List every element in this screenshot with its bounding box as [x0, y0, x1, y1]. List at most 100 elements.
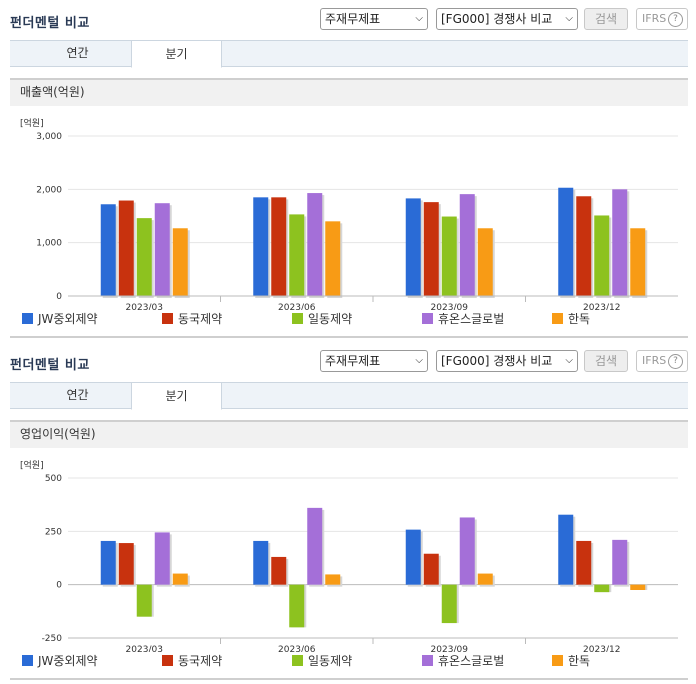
tab-quarterly[interactable]: 분기: [131, 40, 222, 68]
x-tick-label: 2023/06: [278, 645, 316, 652]
y-tick-label: 3,000: [36, 132, 62, 142]
bar: [594, 215, 610, 296]
tab-annual[interactable]: 연간: [66, 388, 89, 402]
bar: [405, 529, 421, 585]
y-axis-unit: [억원]: [20, 117, 44, 129]
x-tick-label: 2023/06: [278, 303, 316, 310]
legend-label: 휴온스글로벌: [438, 312, 505, 326]
bar: [118, 200, 134, 296]
legend-item[interactable]: 휴온스글로벌: [422, 312, 504, 326]
panel-title: 펀더멘털 비교: [10, 358, 90, 373]
search-button[interactable]: 검색: [584, 8, 628, 30]
bar: [154, 532, 170, 585]
legend-label: JW중외제약: [38, 312, 98, 326]
bar: [325, 221, 341, 296]
bar: [612, 189, 628, 296]
ifrs-button[interactable]: IFRS ?: [636, 8, 688, 30]
bar: [289, 584, 305, 628]
chart-legend: JW중외제약 동국제약 일동제약 휴온스글로벌 한독: [22, 654, 682, 670]
bar: [325, 574, 341, 585]
peer-select-value: [FG000] 경쟁사 비교: [441, 354, 553, 368]
legend-label: 일동제약: [308, 654, 353, 668]
bar: [441, 584, 457, 624]
bar: [118, 543, 134, 585]
legend-swatch: [552, 313, 563, 324]
legend-label: 휴온스글로벌: [438, 654, 505, 668]
y-tick-label: 0: [56, 581, 62, 591]
bar: [307, 507, 323, 585]
peer-select[interactable]: [FG000] 경쟁사 비교 ⌵: [436, 350, 578, 372]
y-tick-label: 250: [45, 527, 62, 537]
bar: [558, 514, 574, 585]
y-tick-label: 1,000: [36, 239, 62, 249]
bar: [253, 540, 269, 585]
tab-annual[interactable]: 연간: [66, 46, 89, 60]
legend-swatch: [22, 655, 33, 666]
panel-header: 펀더멘털 비교 주재무제표 ⌵ [FG000] 경쟁사 비교 ⌵ 검색 IFRS…: [0, 342, 696, 380]
chevron-down-icon: ⌵: [415, 355, 423, 366]
period-tabs: 연간 분기: [10, 40, 688, 68]
y-tick-label: 500: [45, 474, 62, 484]
bar: [594, 584, 610, 593]
y-tick-label: 2,000: [36, 185, 62, 195]
chart-section-title: 매출액(억원): [10, 78, 688, 106]
legend-item[interactable]: 동국제약: [162, 312, 222, 326]
bar: [100, 540, 116, 585]
peer-select[interactable]: [FG000] 경쟁사 비교 ⌵: [436, 8, 578, 30]
chevron-down-icon: ⌵: [565, 355, 573, 366]
chevron-down-icon: ⌵: [415, 13, 423, 24]
legend-item[interactable]: 동국제약: [162, 654, 222, 668]
legend-item[interactable]: 한독: [552, 654, 590, 668]
legend-swatch: [22, 313, 33, 324]
x-tick-label: 2023/09: [431, 645, 469, 652]
tab-quarterly[interactable]: 분기: [131, 382, 222, 410]
legend-label: 한독: [568, 654, 591, 668]
x-tick-label: 2023/12: [583, 645, 620, 652]
bar: [172, 228, 188, 296]
legend-label: 동국제약: [178, 312, 223, 326]
bar: [423, 553, 439, 585]
ifrs-button[interactable]: IFRS ?: [636, 350, 688, 372]
legend-swatch: [292, 313, 303, 324]
legend-label: 일동제약: [308, 312, 353, 326]
legend-swatch: [292, 655, 303, 666]
y-axis-unit: [억원]: [20, 459, 44, 471]
ifrs-label: IFRS: [642, 354, 667, 367]
search-button[interactable]: 검색: [584, 350, 628, 372]
legend-swatch: [162, 655, 173, 666]
ifrs-label: IFRS: [642, 12, 667, 25]
statement-select[interactable]: 주재무제표 ⌵: [320, 350, 428, 372]
bar: [630, 228, 646, 296]
help-icon[interactable]: ?: [668, 354, 683, 369]
bar: [271, 556, 287, 585]
chart-section-title: 영업이익(억원): [10, 420, 688, 448]
help-icon[interactable]: ?: [668, 12, 683, 27]
legend-item[interactable]: JW중외제약: [22, 654, 98, 668]
legend-item[interactable]: 일동제약: [292, 654, 352, 668]
legend-swatch: [552, 655, 563, 666]
statement-select[interactable]: 주재무제표 ⌵: [320, 8, 428, 30]
bar: [423, 202, 439, 296]
bar: [459, 194, 475, 296]
bar: [172, 573, 188, 585]
fundamental-panel-operating-profit: 펀더멘털 비교 주재무제표 ⌵ [FG000] 경쟁사 비교 ⌵ 검색 IFRS…: [0, 342, 696, 684]
y-tick-label: -250: [42, 634, 63, 644]
bar: [630, 584, 646, 590]
x-tick-label: 2023/03: [126, 645, 163, 652]
panel-title: 펀더멘털 비교: [10, 16, 90, 31]
legend-swatch: [162, 313, 173, 324]
operating-profit-bar-chart: [억원] -250 0 250 500 2023/03 2023/06 2023/09 2023…: [20, 459, 678, 652]
x-tick-label: 2023/03: [126, 303, 163, 310]
fundamental-panel-revenue: 펀더멘털 비교 주재무제표 ⌵ [FG000] 경쟁사 비교 ⌵ 검색 IFRS…: [0, 0, 696, 338]
bar: [576, 196, 592, 296]
bar: [576, 540, 592, 585]
legend-item[interactable]: 일동제약: [292, 312, 352, 326]
legend-item[interactable]: 휴온스글로벌: [422, 654, 504, 668]
legend-item[interactable]: 한독: [552, 312, 590, 326]
bar: [154, 203, 170, 296]
legend-item[interactable]: JW중외제약: [22, 312, 98, 326]
statement-select-value: 주재무제표: [325, 12, 381, 26]
chart-legend: JW중외제약 동국제약 일동제약 휴온스글로벌 한독: [22, 312, 682, 328]
panel-header: 펀더멘털 비교 주재무제표 ⌵ [FG000] 경쟁사 비교 ⌵ 검색 IFRS…: [0, 0, 696, 38]
legend-label: 한독: [568, 312, 591, 326]
